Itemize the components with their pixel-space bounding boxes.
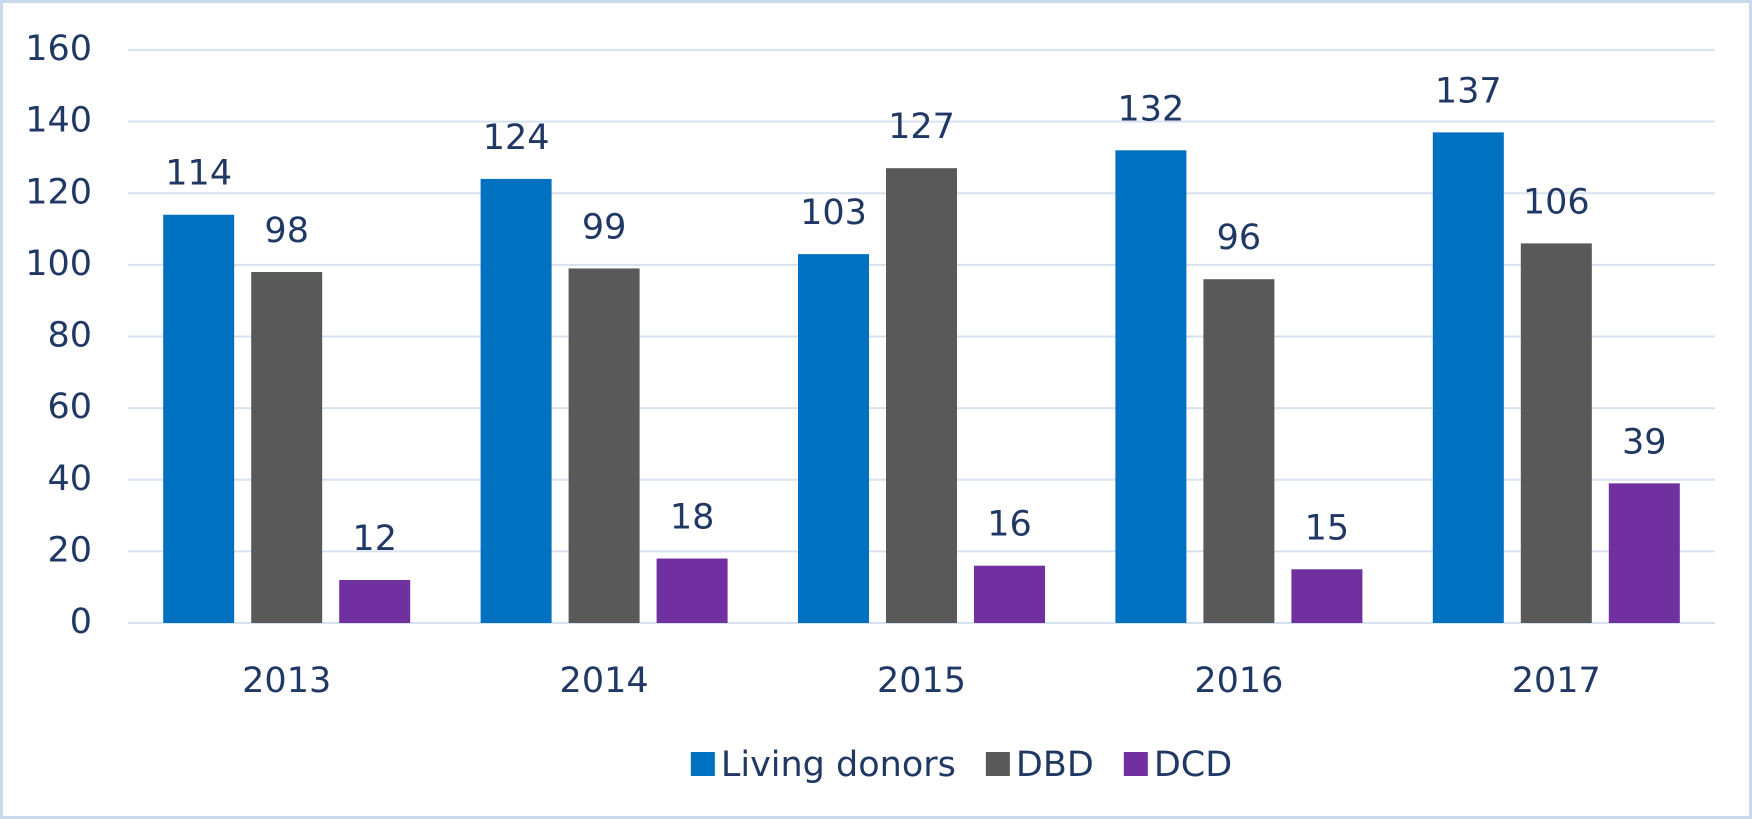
- y-tick-label: 0: [70, 602, 92, 642]
- y-tick-label: 60: [47, 387, 92, 427]
- data-label: 16: [987, 505, 1032, 545]
- bar: [656, 558, 728, 623]
- y-tick-label: 20: [47, 530, 92, 570]
- data-label: 96: [1217, 218, 1262, 258]
- bar: [1203, 279, 1275, 623]
- y-tick-label: 100: [25, 244, 92, 284]
- data-label: 98: [264, 211, 309, 251]
- data-label: 106: [1523, 182, 1590, 222]
- y-tick-label: 160: [25, 29, 92, 69]
- bar: [1432, 132, 1504, 623]
- y-tick-label: 80: [47, 316, 92, 356]
- bar: [339, 580, 411, 623]
- bar: [1520, 243, 1592, 623]
- data-label: 18: [670, 498, 715, 538]
- legend-swatch: [1123, 752, 1148, 776]
- y-tick-label: 140: [25, 101, 92, 141]
- data-label: 132: [1117, 89, 1184, 129]
- x-tick-label: 2017: [1512, 661, 1601, 701]
- x-tick-label: 2014: [560, 661, 649, 701]
- bar: [798, 254, 869, 623]
- legend-label: Living donors: [721, 745, 956, 785]
- x-tick-label: 2015: [877, 661, 966, 701]
- x-tick-label: 2013: [242, 661, 331, 701]
- bar: [1115, 150, 1187, 623]
- data-label: 127: [888, 107, 955, 147]
- data-label: 114: [165, 154, 232, 194]
- bar: [886, 168, 957, 623]
- legend-swatch: [985, 752, 1010, 776]
- legend-label: DCD: [1154, 745, 1232, 785]
- bar: [974, 565, 1045, 623]
- legend-swatch: [690, 752, 715, 776]
- data-label: 137: [1435, 71, 1502, 111]
- data-label: 15: [1305, 508, 1350, 548]
- data-label: 39: [1622, 422, 1667, 462]
- data-label: 103: [800, 193, 867, 233]
- y-tick-label: 40: [47, 459, 92, 499]
- bar: [1291, 569, 1363, 623]
- bar: [163, 214, 235, 624]
- x-tick-label: 2016: [1194, 661, 1283, 701]
- data-label: 124: [483, 118, 550, 158]
- data-label: 99: [582, 207, 627, 247]
- bar: [480, 178, 552, 624]
- bar: [251, 272, 323, 623]
- legend-label: DBD: [1016, 745, 1094, 785]
- bar: [568, 268, 640, 623]
- bar: [1608, 483, 1680, 623]
- y-tick-label: 120: [25, 172, 92, 212]
- data-label: 12: [352, 519, 397, 559]
